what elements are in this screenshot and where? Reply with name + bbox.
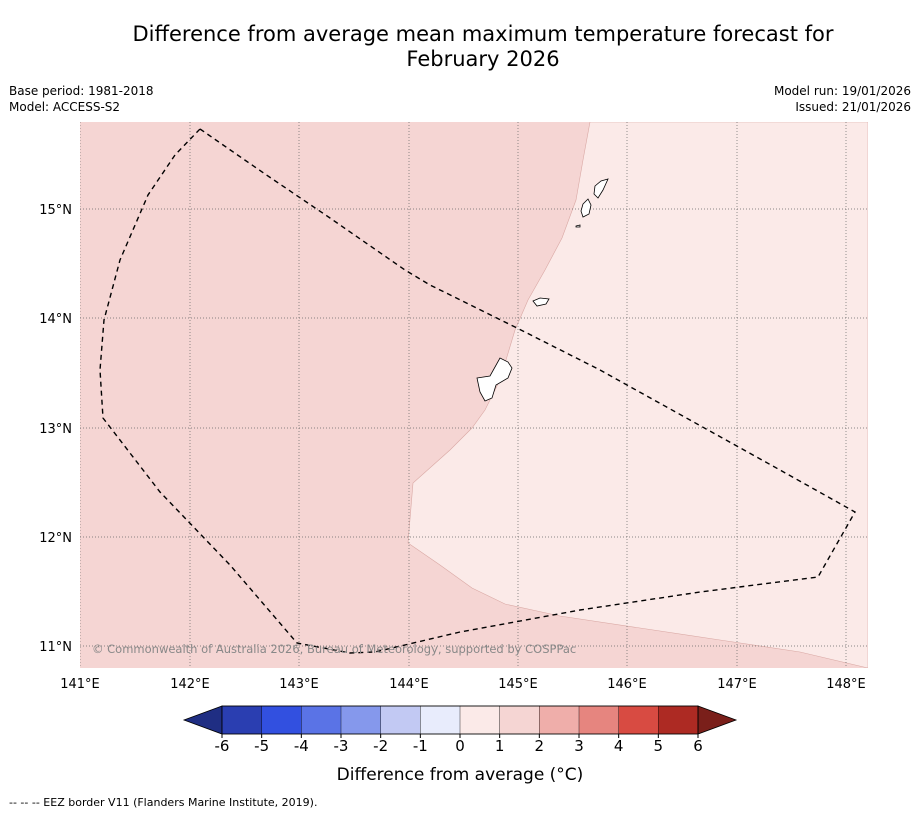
colorbar-label: 4	[614, 737, 624, 755]
saipan-island	[593, 178, 609, 199]
colorbar-labels: -6 -5 -4 -3 -2 -1 0 1 2 3 4 5 6	[215, 734, 703, 755]
lat-label: 11°N	[39, 640, 72, 655]
lon-label: 147°E	[717, 677, 757, 692]
colorbar-label: 1	[495, 737, 505, 755]
colorbar-cell	[658, 705, 699, 735]
colorbar-cell	[221, 705, 263, 735]
colorbar-cell	[340, 705, 382, 735]
model-run: Model run: 19/01/2026	[773, 84, 911, 98]
map-area: © Commonwealth of Australia 2026, Bureau…	[80, 122, 868, 668]
lon-label: 148°E	[826, 677, 866, 692]
lon-label: 146°E	[607, 677, 647, 692]
colorbar-label: 3	[574, 737, 584, 755]
model-name: Model: ACCESS-S2	[9, 100, 121, 114]
chart-title: Difference from average mean maximum tem…	[0, 22, 919, 72]
eez-border	[99, 128, 856, 654]
colorbar-label: -2	[373, 737, 388, 755]
colorbar-label: -4	[294, 737, 309, 755]
colorbar-under-arrow	[182, 705, 223, 735]
colorbar-cell	[380, 705, 421, 735]
colorbar: -6 -5 -4 -3 -2 -1 0 1 2 3 4 5 6	[182, 705, 738, 755]
colorbar-cell	[459, 705, 501, 735]
guam-island	[476, 357, 513, 402]
colorbar-cells	[221, 705, 699, 735]
base-period: Base period: 1981-2018	[9, 84, 154, 98]
copyright-text: © Commonwealth of Australia 2026, Bureau…	[92, 642, 576, 656]
lat-tick-labels: 11°N 12°N 13°N 14°N 15°N	[39, 203, 72, 655]
aguijan-island	[575, 224, 581, 228]
colorbar-cell	[420, 705, 461, 735]
colorbar-label: 6	[693, 737, 703, 755]
colorbar-label: -6	[215, 737, 230, 755]
islands	[476, 178, 609, 402]
colorbar-cell	[301, 705, 342, 735]
tinian-island	[580, 198, 592, 218]
title-line-2: February 2026	[406, 47, 560, 71]
meta-right: Model run: 19/01/2026 Issued: 21/01/2026	[774, 83, 911, 115]
lon-label: 144°E	[389, 677, 429, 692]
lon-label: 141°E	[60, 677, 100, 692]
title-line-1: Difference from average mean maximum tem…	[132, 22, 834, 46]
meta-left: Base period: 1981-2018 Model: ACCESS-S2	[9, 83, 154, 115]
colorbar-label: 0	[455, 737, 465, 755]
colorbar-cell	[539, 705, 580, 735]
colorbar-title: Difference from average (°C)	[337, 765, 584, 785]
colorbar-cell	[578, 705, 620, 735]
rota-island	[532, 297, 550, 307]
anomaly-region-0-to-1	[407, 122, 868, 668]
lat-label: 12°N	[39, 531, 72, 546]
lat-label: 14°N	[39, 312, 72, 327]
gridlines	[80, 122, 868, 668]
colorbar-cell	[261, 705, 302, 735]
issued-date: Issued: 21/01/2026	[795, 100, 911, 114]
lon-label: 143°E	[279, 677, 319, 692]
colorbar-cell	[618, 705, 659, 735]
colorbar-label: -1	[413, 737, 428, 755]
lat-label: 13°N	[39, 422, 72, 437]
lat-label: 15°N	[39, 203, 72, 218]
colorbar-label: 2	[535, 737, 545, 755]
lon-label: 145°E	[498, 677, 538, 692]
lon-label: 142°E	[170, 677, 210, 692]
lon-tick-labels: 141°E 142°E 143°E 144°E 145°E 146°E 147°…	[60, 677, 866, 692]
colorbar-label: -3	[334, 737, 349, 755]
colorbar-label: -5	[254, 737, 269, 755]
colorbar-cell	[499, 705, 540, 735]
colorbar-over-arrow	[697, 705, 738, 735]
eez-footnote: -- -- -- EEZ border V11 (Flanders Marine…	[9, 796, 318, 809]
colorbar-label: 5	[654, 737, 664, 755]
